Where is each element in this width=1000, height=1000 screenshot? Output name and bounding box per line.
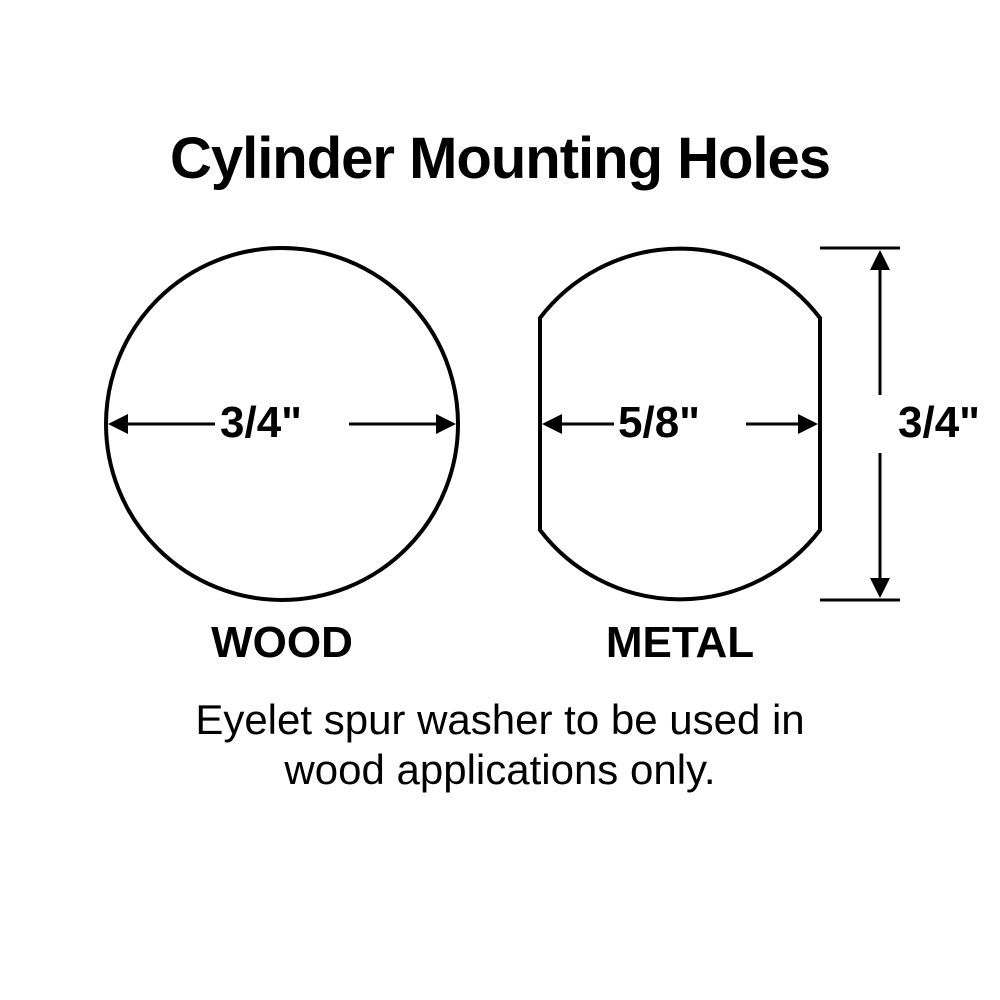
footnote-line1: Eyelet spur washer to be used in bbox=[0, 695, 1000, 745]
metal-height-dimension-label: 3/4" bbox=[898, 398, 980, 448]
metal-width-arrow-right-icon bbox=[798, 414, 818, 434]
wood-arrow-left-icon bbox=[108, 414, 128, 434]
metal-width-dimension-label: 5/8" bbox=[618, 398, 700, 448]
metal-height-arrow-up-icon bbox=[870, 250, 890, 270]
metal-height-arrow-down-icon bbox=[870, 578, 890, 598]
metal-width-arrow-left-icon bbox=[542, 414, 562, 434]
diagram-svg bbox=[0, 0, 1000, 1000]
footnote-line2: wood applications only. bbox=[0, 745, 1000, 795]
wood-dimension-label: 3/4" bbox=[220, 398, 302, 448]
wood-label: WOOD bbox=[182, 618, 382, 668]
wood-arrow-right-icon bbox=[436, 414, 456, 434]
metal-label: METAL bbox=[580, 618, 780, 668]
diagram-container: Cylinder Mounting Holes 3/4" 5/8" 3/4" bbox=[0, 0, 1000, 1000]
